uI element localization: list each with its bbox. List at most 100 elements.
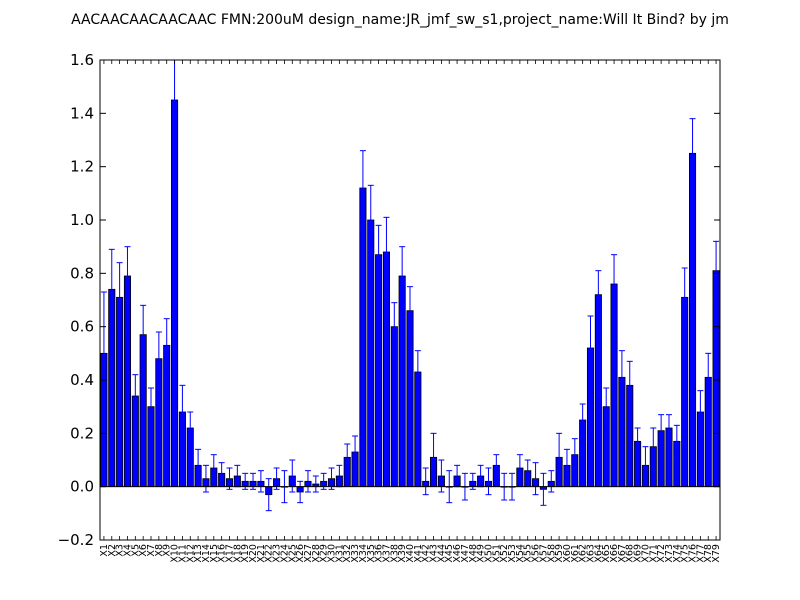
error-bar-X74 <box>673 424 680 458</box>
x-tick-label: X25 <box>287 544 298 563</box>
error-bar-X4 <box>124 246 131 306</box>
error-bar-X69 <box>634 427 641 456</box>
x-tick-label: X21 <box>256 544 267 563</box>
bar-X4 <box>123 275 132 488</box>
error-bar-X30 <box>328 467 335 490</box>
error-bar-X11 <box>179 384 186 440</box>
error-bar-X10 <box>171 60 178 149</box>
x-tick-label: X78 <box>703 544 714 563</box>
error-bar-X27 <box>304 470 311 493</box>
x-tick-label: X50 <box>483 544 494 563</box>
x-tick-label: X43 <box>429 544 440 563</box>
x-tick-label: X79 <box>711 544 722 563</box>
error-bar-X36 <box>375 224 382 285</box>
x-tick-label: X46 <box>452 544 463 563</box>
error-bar-X55 <box>524 459 531 482</box>
y-tick-label: 1.0 <box>70 211 94 229</box>
bar-X79 <box>712 270 720 488</box>
error-bar-X14 <box>202 464 209 493</box>
x-tick-label: X35 <box>366 544 377 563</box>
x-tick-label: X67 <box>617 544 628 563</box>
bar-X40 <box>406 310 414 488</box>
error-bar-X9 <box>163 318 170 373</box>
error-bar-X26 <box>297 480 304 504</box>
y-tick-label: −0.2 <box>58 531 94 549</box>
y-tick-label: 0.4 <box>70 371 94 389</box>
error-bar-X63 <box>587 315 594 381</box>
x-tick-label: X68 <box>625 544 636 563</box>
x-tick-label: X73 <box>664 544 675 563</box>
x-tick-label: X51 <box>491 544 502 563</box>
error-bar-X28 <box>312 475 319 493</box>
error-bar-X42 <box>422 467 429 496</box>
x-tick-label: X19 <box>240 544 251 563</box>
x-tick-label: X16 <box>217 544 228 563</box>
x-tick-label: X41 <box>413 544 424 563</box>
x-tick-label: X44 <box>436 544 447 563</box>
error-bar-X23 <box>273 467 280 490</box>
bar-X64 <box>594 294 602 488</box>
error-bar-X58 <box>548 470 555 493</box>
error-bar-X39 <box>399 246 406 306</box>
plot-area: −0.20.00.20.40.60.81.01.21.41.6X1X2X3X4X… <box>58 51 723 563</box>
error-bar-X40 <box>407 286 413 336</box>
error-bar-X17 <box>226 467 233 490</box>
error-bar-X62 <box>579 403 586 437</box>
y-tick-label: 0.6 <box>70 318 94 336</box>
error-bar-X37 <box>383 216 390 288</box>
error-bar-X3 <box>116 262 123 333</box>
x-tick-label: X6 <box>138 544 149 557</box>
x-tick-label: X62 <box>578 544 589 563</box>
error-bar-X77 <box>697 390 704 434</box>
error-bar-X38 <box>391 302 398 352</box>
x-tick-label: X58 <box>546 544 557 563</box>
x-tick-label: X64 <box>593 544 604 563</box>
error-bar-X64 <box>595 270 602 320</box>
bar-X10 <box>171 99 179 488</box>
error-bar-X2 <box>108 248 115 330</box>
y-tick-label: 1.2 <box>70 158 94 176</box>
x-tick-label: X15 <box>209 544 220 563</box>
error-bar-X68 <box>626 360 633 410</box>
x-tick-label: X60 <box>562 544 573 563</box>
x-tick-label: X27 <box>303 544 314 563</box>
error-bar-X75 <box>681 267 688 328</box>
x-tick-label: X61 <box>570 544 581 563</box>
x-tick-label: X59 <box>554 544 565 563</box>
x-tick-label: X70 <box>640 544 651 563</box>
x-tick-label: X47 <box>460 544 471 563</box>
x-tick-label: X54 <box>515 544 526 563</box>
error-bar-X22 <box>265 478 272 512</box>
error-bar-X67 <box>618 350 625 405</box>
y-tick-label: 0.2 <box>70 424 94 442</box>
bar-X76 <box>688 152 697 488</box>
x-tick-label: X38 <box>389 544 400 563</box>
x-tick-label: X10 <box>170 544 181 563</box>
error-bar-X41 <box>414 350 421 394</box>
x-tick-label: X8 <box>154 544 165 557</box>
error-bar-X33 <box>352 435 359 469</box>
y-tick-label: 1.4 <box>70 104 94 122</box>
error-bar-X50 <box>485 467 492 496</box>
x-tick-label: X37 <box>381 544 392 563</box>
error-bar-X43 <box>430 432 437 482</box>
x-tick-label: X7 <box>146 544 157 557</box>
x-tick-label: X12 <box>185 544 196 563</box>
error-bar-X72 <box>658 414 665 448</box>
x-tick-label: X55 <box>523 544 534 563</box>
error-bar-X73 <box>665 414 672 442</box>
x-tick-label: X26 <box>295 544 306 563</box>
x-tick-label: X13 <box>193 544 204 563</box>
x-tick-label: X66 <box>609 544 620 563</box>
x-tick-label: X71 <box>648 544 659 563</box>
bar-X66 <box>610 283 618 488</box>
x-tick-label: X11 <box>177 544 188 563</box>
x-tick-label: X57 <box>538 544 549 563</box>
x-tick-label: X17 <box>224 544 235 563</box>
x-tick-label: X1 <box>99 544 110 557</box>
x-tick-label: X42 <box>421 544 432 563</box>
bar-X39 <box>398 275 406 488</box>
error-bar-X34 <box>359 150 366 226</box>
error-bar-X57 <box>540 472 547 506</box>
error-bar-X8 <box>155 331 162 386</box>
